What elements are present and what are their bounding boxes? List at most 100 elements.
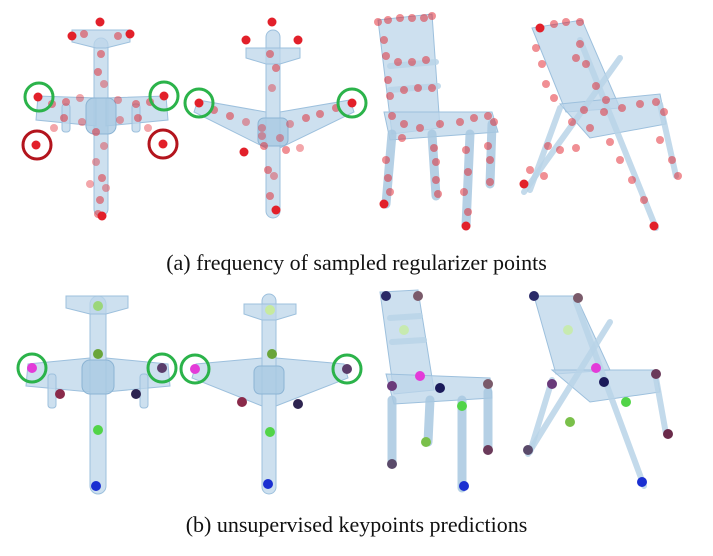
regularizer-point <box>580 106 588 114</box>
regularizer-point <box>382 156 390 164</box>
keypoint-markers <box>27 291 673 491</box>
keypoint-marker <box>265 305 275 315</box>
regularizer-point <box>134 114 142 122</box>
regularizer-point <box>384 16 392 24</box>
keypoint-marker <box>523 445 533 455</box>
regularizer-point <box>408 58 416 66</box>
regularizer-point <box>347 98 357 108</box>
green-circle-marker <box>146 352 178 384</box>
regularizer-point <box>258 132 266 140</box>
regularizer-point <box>92 128 100 136</box>
regularizer-point <box>460 188 468 196</box>
regularizer-point <box>568 118 576 126</box>
regularizer-point <box>486 156 494 164</box>
regularizer-point <box>302 114 310 122</box>
regularizer-point <box>125 29 135 39</box>
regularizer-point <box>380 36 388 44</box>
keypoint-marker <box>267 349 277 359</box>
regularizer-point <box>582 60 590 68</box>
regularizer-point <box>379 199 389 209</box>
keypoint-marker <box>237 397 247 407</box>
regularizer-point <box>271 205 281 215</box>
regularizer-point <box>674 172 682 180</box>
regularizer-point <box>456 118 464 126</box>
regularizer-point <box>293 35 303 45</box>
regularizer-point <box>374 18 382 26</box>
regularizer-point <box>618 104 626 112</box>
regularizer-point <box>276 134 284 142</box>
regularizer-point <box>241 35 251 45</box>
regularizer-point <box>616 156 624 164</box>
keypoint-marker <box>381 291 391 301</box>
green-circle-marker <box>16 352 48 384</box>
green-circle-marker <box>148 80 180 112</box>
keypoint-marker <box>529 291 539 301</box>
keypoint-marker <box>93 425 103 435</box>
regularizer-point <box>388 112 396 120</box>
regularizer-point <box>535 23 545 33</box>
regularizer-point <box>420 14 428 22</box>
regularizer-point <box>394 58 402 66</box>
highlight-circles <box>16 352 363 385</box>
regularizer-point <box>668 156 676 164</box>
keypoint-marker <box>483 379 493 389</box>
regularizer-point <box>428 12 436 20</box>
regularizer-point <box>464 168 472 176</box>
green-circle-marker <box>183 87 215 119</box>
regularizer-point <box>436 120 444 128</box>
regularizer-point <box>159 91 169 101</box>
regularizer-point <box>258 124 266 132</box>
regularizer-point <box>95 17 105 27</box>
keypoint-marker <box>93 301 103 311</box>
keypoint-marker <box>421 437 431 447</box>
keypoint-marker <box>415 371 425 381</box>
regularizer-point <box>576 18 584 26</box>
regularizer-point <box>422 56 430 64</box>
regularizer-point <box>600 108 608 116</box>
keypoint-marker <box>265 427 275 437</box>
regularizer-point <box>382 52 390 60</box>
regularizer-point <box>267 17 277 27</box>
regularizer-point <box>636 100 644 108</box>
regularizer-point <box>540 172 548 180</box>
keypoint-marker <box>573 293 583 303</box>
regularizer-point <box>544 142 552 150</box>
regularizer-point <box>586 124 594 132</box>
regularizer-point <box>652 98 660 106</box>
keypoint-marker <box>459 481 469 491</box>
red-circle-marker <box>21 129 53 161</box>
keypoint-marker <box>599 377 609 387</box>
regularizer-point <box>386 188 394 196</box>
regularizer-point <box>144 124 152 132</box>
keypoint-marker <box>637 477 647 487</box>
regularizer-point <box>60 114 68 122</box>
highlight-circles <box>21 80 368 161</box>
keypoint-marker <box>547 379 557 389</box>
keypoint-marker <box>27 363 37 373</box>
regularizer-point <box>296 144 304 152</box>
regularizer-point <box>92 158 100 166</box>
keypoint-marker <box>651 369 661 379</box>
regularizer-point <box>470 114 478 122</box>
regularizer-point <box>31 140 41 150</box>
regularizer-point <box>239 147 249 157</box>
regularizer-point <box>266 50 274 58</box>
regularizer-point <box>398 134 406 142</box>
figure-panel-a <box>0 0 713 252</box>
airplane-2-shape <box>191 293 349 495</box>
regularizer-point <box>226 112 234 120</box>
green-circle-marker <box>179 353 211 385</box>
regularizer-points <box>31 12 682 231</box>
regularizer-point <box>484 112 492 120</box>
regularizer-point <box>33 92 43 102</box>
chair-2-shape <box>521 19 679 231</box>
regularizer-point <box>550 94 558 102</box>
regularizer-point <box>102 184 110 192</box>
regularizer-point <box>572 144 580 152</box>
keypoint-marker <box>457 401 467 411</box>
regularizer-point <box>532 44 540 52</box>
keypoint-marker <box>591 363 601 373</box>
airplane-1-shape <box>25 295 171 495</box>
regularizer-point <box>576 40 584 48</box>
regularizer-point <box>462 146 470 154</box>
